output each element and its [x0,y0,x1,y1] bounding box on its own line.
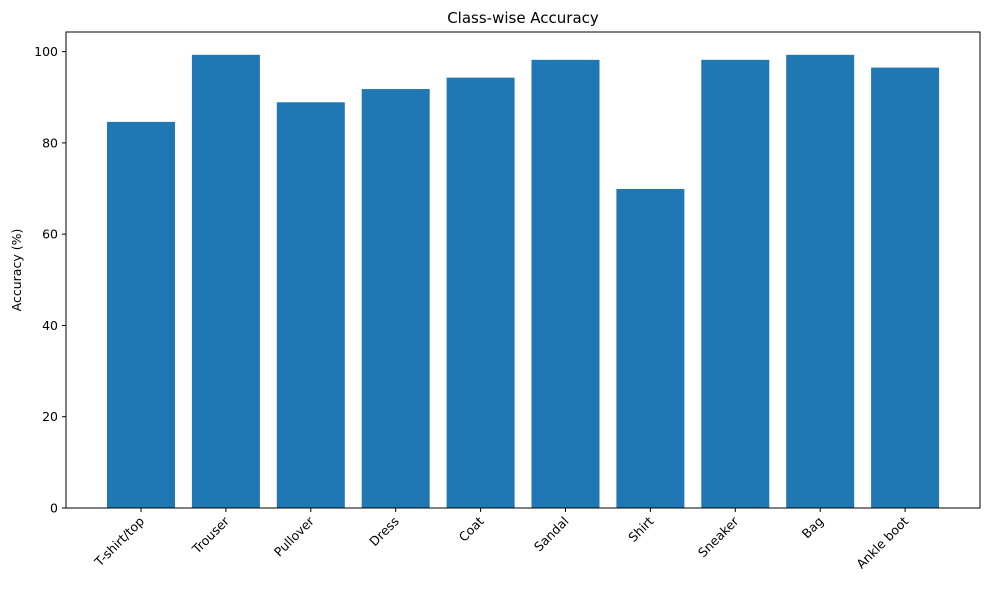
chart-title: Class-wise Accuracy [447,9,599,27]
bar [871,67,940,508]
x-tick-label: Sneaker [695,513,742,560]
y-tick-label: 80 [42,135,58,150]
x-tick-label: Dress [366,514,402,550]
x-tick-label: T-shirt/top [91,513,147,569]
bar [446,77,515,508]
x-tick-label: Shirt [625,513,656,544]
x-tick-label: Coat [456,513,487,544]
plot-frame [65,31,981,509]
bar [191,54,260,508]
bar [701,59,770,509]
x-tick-label: Pullover [271,513,318,560]
y-tick-label: 0 [50,501,58,516]
y-axis-label: Accuracy (%) [9,229,24,312]
bar [361,89,430,509]
x-tick-label: Trouser [188,513,232,557]
bar-series [107,54,940,509]
x-tick-label: Sandal [531,514,572,555]
bar [107,121,175,508]
x-tick-label: Ankle boot [853,513,911,571]
y-axis: 0 20 40 60 80 100 [34,44,66,516]
y-tick-label: 60 [42,227,58,242]
bar [531,59,600,509]
plot-area: 0 20 40 60 80 100 T-shirt/top Trouser Pullover D… [34,31,981,571]
bar [786,54,855,508]
y-tick-label: 20 [42,409,58,424]
bar [276,102,345,508]
x-tick-label: Bag [799,514,827,542]
y-tick-label: 40 [42,318,58,333]
x-axis: T-shirt/top Trouser Pullover Dress Coat Sanda… [91,508,911,571]
bar [616,188,685,509]
y-tick-label: 100 [34,44,58,59]
